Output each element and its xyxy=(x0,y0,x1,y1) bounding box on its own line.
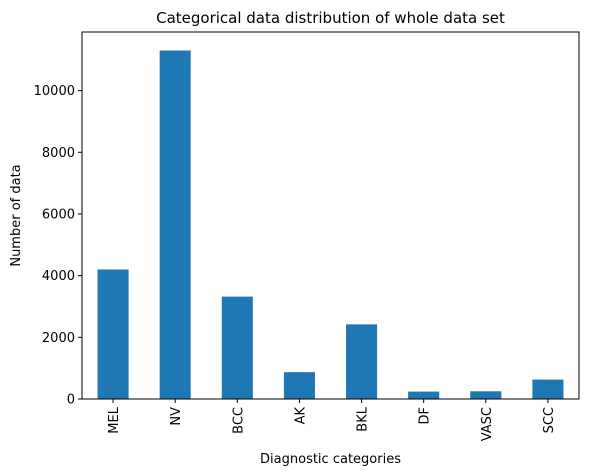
bar-vasc xyxy=(470,391,502,399)
x-tick-label: BCC xyxy=(231,407,246,434)
y-axis-label: Number of data xyxy=(9,164,24,266)
x-axis-label: Diagnostic categories xyxy=(260,452,401,467)
x-tick-label: BKL xyxy=(356,406,371,431)
x-axis-ticks: MEL NV BCC AK BKL DF VASC SCC xyxy=(107,399,557,441)
x-tick-label: VASC xyxy=(480,407,495,441)
bar-ak xyxy=(283,372,315,399)
y-tick-label: 6000 xyxy=(42,207,75,222)
bars-group xyxy=(97,50,564,399)
x-tick-label: MEL xyxy=(107,406,122,433)
bar-scc xyxy=(532,379,564,399)
y-axis-ticks: 0 2000 4000 6000 8000 10000 xyxy=(34,84,82,408)
chart-title: Categorical data distribution of whole d… xyxy=(156,9,505,27)
y-tick-label: 2000 xyxy=(42,331,75,346)
bar-bkl xyxy=(346,324,378,399)
y-tick-label: 4000 xyxy=(42,269,75,284)
x-tick-label: AK xyxy=(293,407,308,425)
y-tick-label: 10000 xyxy=(34,84,75,99)
bar-df xyxy=(408,391,440,399)
bar-nv xyxy=(159,50,191,399)
y-tick-label: 8000 xyxy=(42,146,75,161)
bar-mel xyxy=(97,269,129,399)
plot-frame xyxy=(81,31,580,400)
bar-bcc xyxy=(221,296,253,399)
y-tick-label: 0 xyxy=(67,393,75,408)
x-tick-label: SCC xyxy=(542,407,557,433)
x-tick-label: DF xyxy=(418,407,433,425)
x-tick-label: NV xyxy=(169,407,184,426)
